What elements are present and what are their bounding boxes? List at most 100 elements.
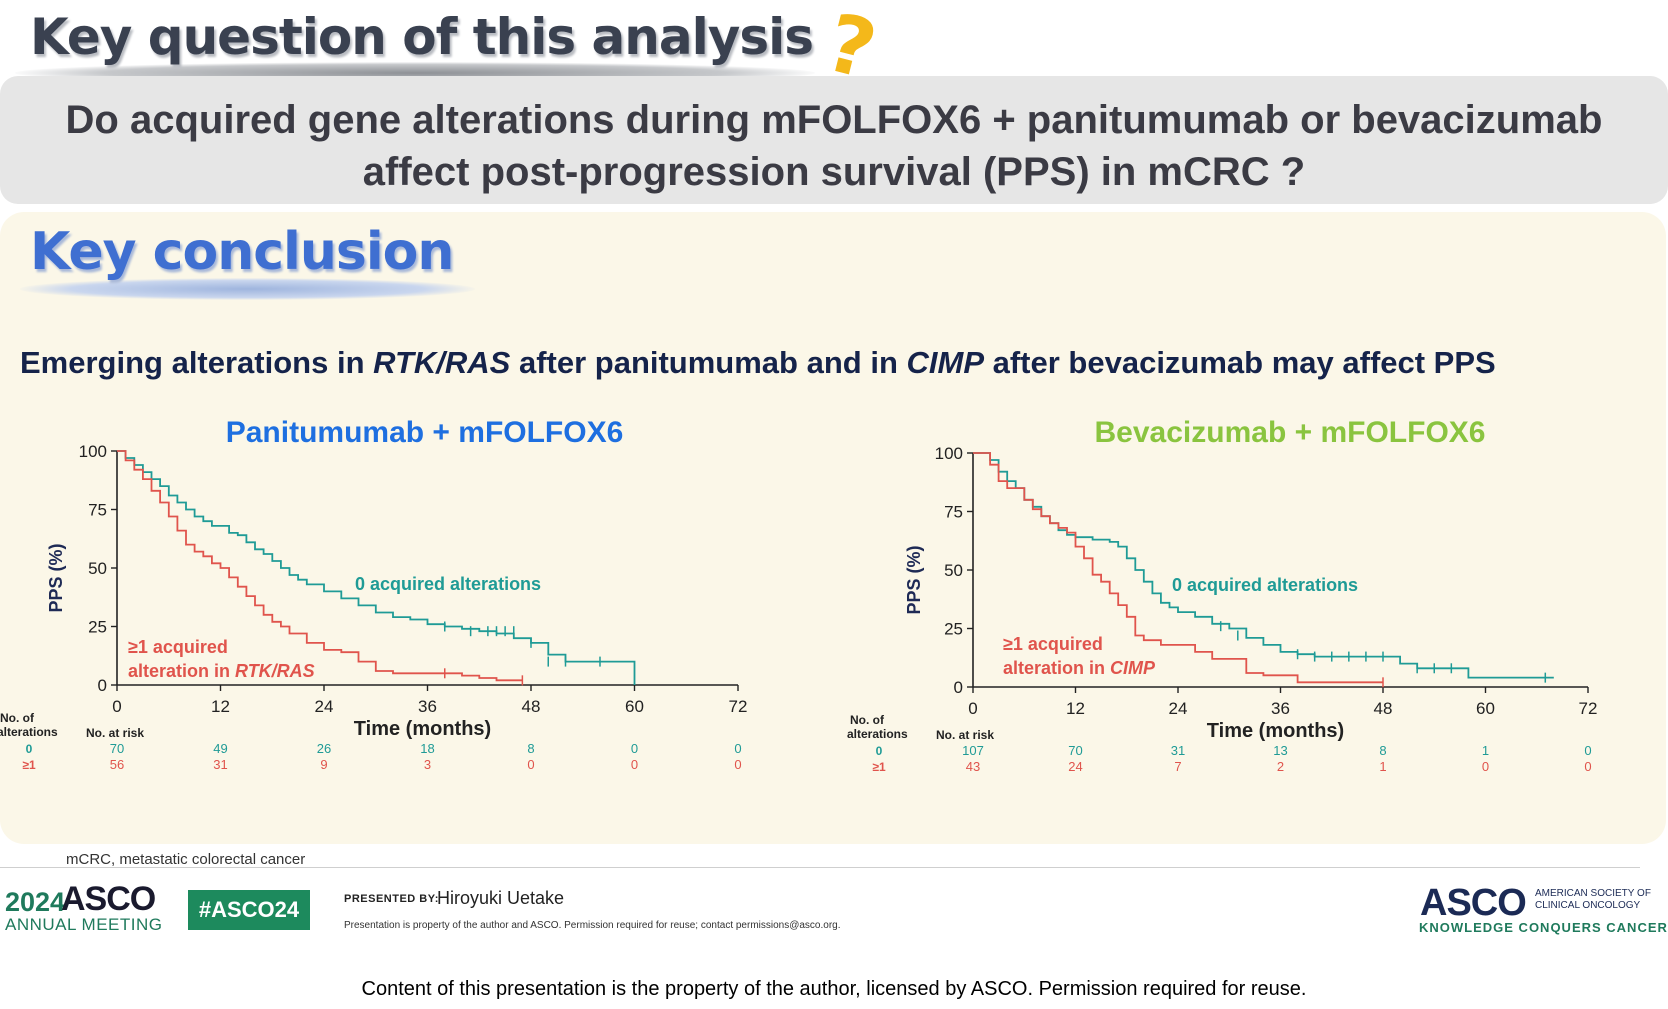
headline-gene-cimp: CIMP — [906, 345, 985, 380]
chart1-x-tick-label: 60 — [625, 697, 644, 716]
chart2-red-label-gene: CIMP — [1110, 658, 1156, 678]
chart1-risk-value-row0: 26 — [317, 741, 331, 756]
chart2-risk-value-row0: 0 — [1584, 743, 1591, 758]
chart2-y-tick-label: 25 — [944, 620, 963, 639]
chart2-risk-row-label-0: 0 — [876, 744, 883, 758]
chart2-risk-value-row1: 2 — [1277, 759, 1284, 774]
chart1-x-tick-label: 24 — [315, 697, 334, 716]
chart1-x-tick-label: 0 — [112, 697, 121, 716]
chart1-red-label-prefix: alteration in — [128, 661, 235, 681]
hashtag-badge: #ASCO24 — [188, 890, 310, 930]
chart2-risk-value-row1: 0 — [1482, 759, 1489, 774]
question-box — [0, 76, 1668, 204]
chart1-risk-value-row1: 56 — [110, 757, 124, 772]
meeting-year: 2024 — [5, 887, 66, 917]
chart2-risk-header-1: No. of — [850, 713, 885, 727]
headline-part-5: after bevacizumab may affect PPS — [984, 345, 1496, 380]
chart2-risk-value-row0: 70 — [1068, 743, 1082, 758]
chart1-x-tick-label: 72 — [729, 697, 748, 716]
chart1-risk-value-row1: 0 — [527, 757, 534, 772]
chart2-y-tick-label: 75 — [944, 503, 963, 522]
chart2-risk-row-label-1: ≥1 — [872, 760, 886, 774]
chart1-red-series-label-2: alteration in RTK/RAS — [128, 661, 315, 681]
copyright-notice: Content of this presentation is the prop… — [361, 978, 1307, 1000]
property-note: Presentation is property of the author a… — [344, 920, 841, 931]
tagline: KNOWLEDGE CONQUERS CANCER — [1419, 920, 1668, 935]
key-conclusion-title: Key conclusion — [30, 222, 454, 282]
chart2-teal-series-label: 0 acquired alterations — [1172, 575, 1358, 595]
chart1-risk-value-row0: 0 — [631, 741, 638, 756]
chart1-risk-value-row1: 3 — [424, 757, 431, 772]
headline-part-1: Emerging alterations in — [20, 345, 374, 380]
chart1-risk-header-1: No. of — [0, 711, 35, 725]
chart1-risk-value-row0: 0 — [734, 741, 741, 756]
chart1-risk-value-row1: 9 — [320, 757, 327, 772]
abbreviation-note: mCRC, metastatic colorectal cancer — [66, 851, 306, 868]
chart1-teal-series-label: 0 acquired alterations — [355, 574, 541, 594]
presented-by-label: PRESENTED BY: — [344, 893, 439, 905]
chart2-risk-value-row0: 31 — [1171, 743, 1185, 758]
chart2-y-tick-label: 0 — [954, 678, 963, 697]
question-line-2: affect post-progression survival (PPS) i… — [362, 150, 1306, 194]
chart2-x-tick-label: 72 — [1579, 699, 1598, 718]
chart1-risk-value-row0: 70 — [110, 741, 124, 756]
chart2-risk-value-row0: 8 — [1379, 743, 1386, 758]
chart1-series-red-line — [117, 450, 523, 682]
chart1-y-tick-label: 25 — [88, 618, 107, 637]
chart2-x-tick-label: 48 — [1374, 699, 1393, 718]
chart1-x-tick-label: 36 — [418, 697, 437, 716]
chart1-risk-value-row1: 0 — [631, 757, 638, 772]
chart2-x-axis-label: Time (months) — [1207, 720, 1344, 742]
conclusion-panel — [0, 212, 1666, 844]
panitumumab-chart-title: Panitumumab + mFOLFOX6 — [225, 416, 624, 449]
chart1-red-series-label-1: ≥1 acquired — [128, 637, 228, 657]
chart2-y-tick-label: 100 — [935, 444, 963, 463]
chart1-risk-row-label-0: 0 — [26, 742, 33, 756]
asco-society-logo: ASCO — [1420, 882, 1527, 924]
chart1-risk-row-label-1: ≥1 — [22, 758, 36, 772]
chart2-series-red-line — [973, 452, 1383, 684]
chart2-risk-value-row1: 1 — [1379, 759, 1386, 774]
chart2-y-tick-label: 50 — [944, 561, 963, 580]
chart1-risk-value-row1: 0 — [734, 757, 741, 772]
chart2-risk-value-row1: 0 — [1584, 759, 1591, 774]
chart1-risk-header-2: alterations — [0, 725, 58, 739]
chart1-risk-value-row0: 8 — [527, 741, 534, 756]
chart2-risk-value-row1: 43 — [966, 759, 980, 774]
chart1-red-label-gene: RTK/RAS — [235, 661, 315, 681]
chart1-risk-value-row1: 31 — [213, 757, 227, 772]
society-name: AMERICAN SOCIETY OF CLINICAL ONCOLOGY — [1535, 888, 1651, 912]
chart1-x-tick-label: 12 — [211, 697, 230, 716]
headline-gene-rtk-ras: RTK/RAS — [373, 345, 511, 380]
chart2-risk-value-row1: 7 — [1174, 759, 1181, 774]
key-question-title: Key question of this analysis — [30, 8, 814, 66]
chart1-y-tick-label: 100 — [79, 442, 107, 461]
chart2-y-axis-label: PPS (%) — [904, 545, 924, 614]
chart1-y-tick-label: 50 — [88, 559, 107, 578]
presenter-name: Hiroyuki Uetake — [437, 888, 565, 908]
chart2-red-series-label-2: alteration in CIMP — [1003, 658, 1156, 678]
chart2-x-tick-label: 0 — [968, 699, 977, 718]
bevacizumab-chart-title: Bevacizumab + mFOLFOX6 — [1094, 416, 1486, 449]
chart1-no-at-risk-label: No. at risk — [86, 726, 144, 740]
chart1-risk-value-row0: 49 — [213, 741, 227, 756]
asco-meeting-logo: ASCO — [61, 880, 156, 918]
chart2-x-tick-label: 36 — [1271, 699, 1290, 718]
chart2-risk-header-2: alterations — [847, 727, 908, 741]
society-line-2: CLINICAL ONCOLOGY — [1535, 900, 1641, 911]
chart2-x-tick-label: 24 — [1169, 699, 1188, 718]
society-line-1: AMERICAN SOCIETY OF — [1535, 888, 1651, 899]
chart1-risk-value-row0: 18 — [420, 741, 434, 756]
chart2-risk-value-row0: 13 — [1273, 743, 1287, 758]
chart2-red-label-prefix: alteration in — [1003, 658, 1110, 678]
chart1-y-tick-label: 0 — [98, 676, 107, 695]
chart2-risk-value-row1: 24 — [1068, 759, 1082, 774]
chart1-x-axis-label: Time (months) — [354, 718, 491, 740]
headline-part-3: after panitumumab and in — [510, 345, 907, 380]
question-line-1: Do acquired gene alterations during mFOL… — [65, 98, 1603, 142]
chart2-x-tick-label: 60 — [1476, 699, 1495, 718]
chart1-y-axis-label: PPS (%) — [46, 543, 66, 612]
conclusion-headline: Emerging alterations in RTK/RAS after pa… — [20, 345, 1496, 381]
chart2-red-series-label-1: ≥1 acquired — [1003, 634, 1103, 654]
